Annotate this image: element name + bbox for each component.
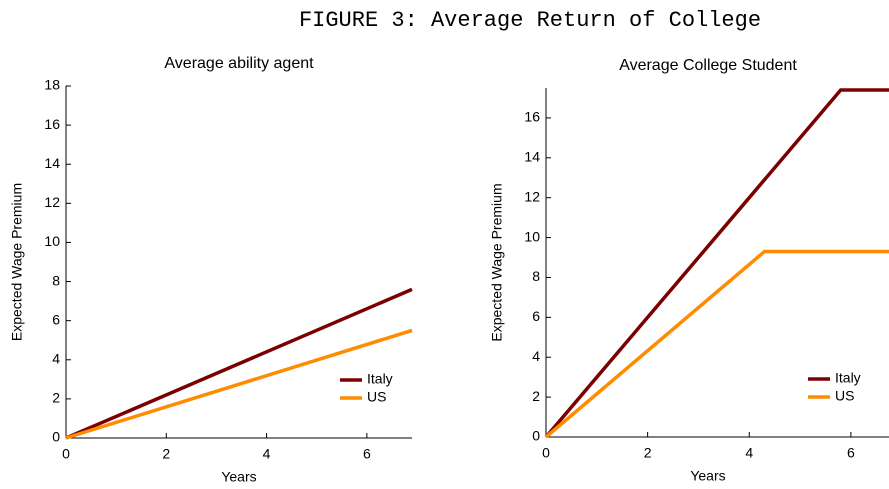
y-tick-label: 8 xyxy=(532,268,540,284)
y-tick-label: 0 xyxy=(52,429,60,445)
x-tick-label: 0 xyxy=(542,445,550,461)
y-tick-label: 10 xyxy=(524,228,540,244)
x-tick-label: 2 xyxy=(644,445,652,461)
y-tick-label: 10 xyxy=(44,233,60,249)
y-tick-label: 18 xyxy=(44,77,60,93)
x-tick-label: 0 xyxy=(62,446,70,462)
y-tick-label: 2 xyxy=(532,388,540,404)
y-tick-label: 4 xyxy=(52,350,60,366)
y-tick-label: 16 xyxy=(44,116,60,132)
y-tick-label: 14 xyxy=(44,155,60,171)
y-tick-label: 14 xyxy=(524,149,540,165)
chart-title: Average ability agent xyxy=(164,55,314,72)
y-tick-label: 12 xyxy=(524,188,540,204)
legend-label: Italy xyxy=(835,370,861,386)
y-tick-label: 2 xyxy=(52,390,60,406)
y-tick-label: 6 xyxy=(532,308,540,324)
legend-label: Italy xyxy=(367,371,393,387)
x-axis-label: Years xyxy=(690,468,725,484)
y-tick-label: 0 xyxy=(532,428,540,444)
y-tick-label: 12 xyxy=(44,194,60,210)
x-tick-label: 4 xyxy=(263,446,271,462)
x-tick-label: 6 xyxy=(847,445,855,461)
legend-label: US xyxy=(835,388,854,404)
x-tick-label: 6 xyxy=(363,446,371,462)
line-series xyxy=(544,249,889,439)
x-tick-label: 2 xyxy=(162,446,170,462)
line-series xyxy=(65,287,413,440)
legend-label: US xyxy=(367,389,386,405)
figure-title: FIGURE 3: Average Return of College xyxy=(299,8,761,33)
y-tick-label: 4 xyxy=(532,348,540,364)
line-series xyxy=(65,328,413,440)
y-axis-label: Expected Wage Premium xyxy=(9,183,25,341)
y-tick-label: 16 xyxy=(524,109,540,125)
x-axis-label: Years xyxy=(221,469,256,485)
y-tick-label: 6 xyxy=(52,311,60,327)
x-tick-label: 4 xyxy=(745,445,753,461)
y-axis-label: Expected Wage Premium xyxy=(489,183,505,341)
y-tick-label: 8 xyxy=(52,272,60,288)
line-series xyxy=(544,88,889,439)
chart-title: Average College Student xyxy=(619,57,797,74)
